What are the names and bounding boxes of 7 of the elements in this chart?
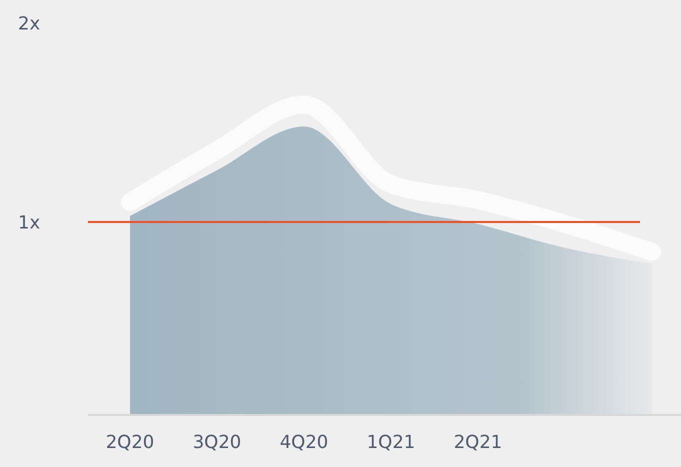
x-tick-label: 1Q21 xyxy=(366,432,416,453)
y-tick-label: 2x xyxy=(18,13,40,34)
x-tick-label: 2Q20 xyxy=(106,432,154,453)
x-tick-label: 3Q20 xyxy=(192,432,242,453)
x-tick-label: 2Q21 xyxy=(454,432,502,453)
y-tick-label: 1x xyxy=(18,212,40,234)
x-tick-label: 4Q20 xyxy=(280,432,328,453)
